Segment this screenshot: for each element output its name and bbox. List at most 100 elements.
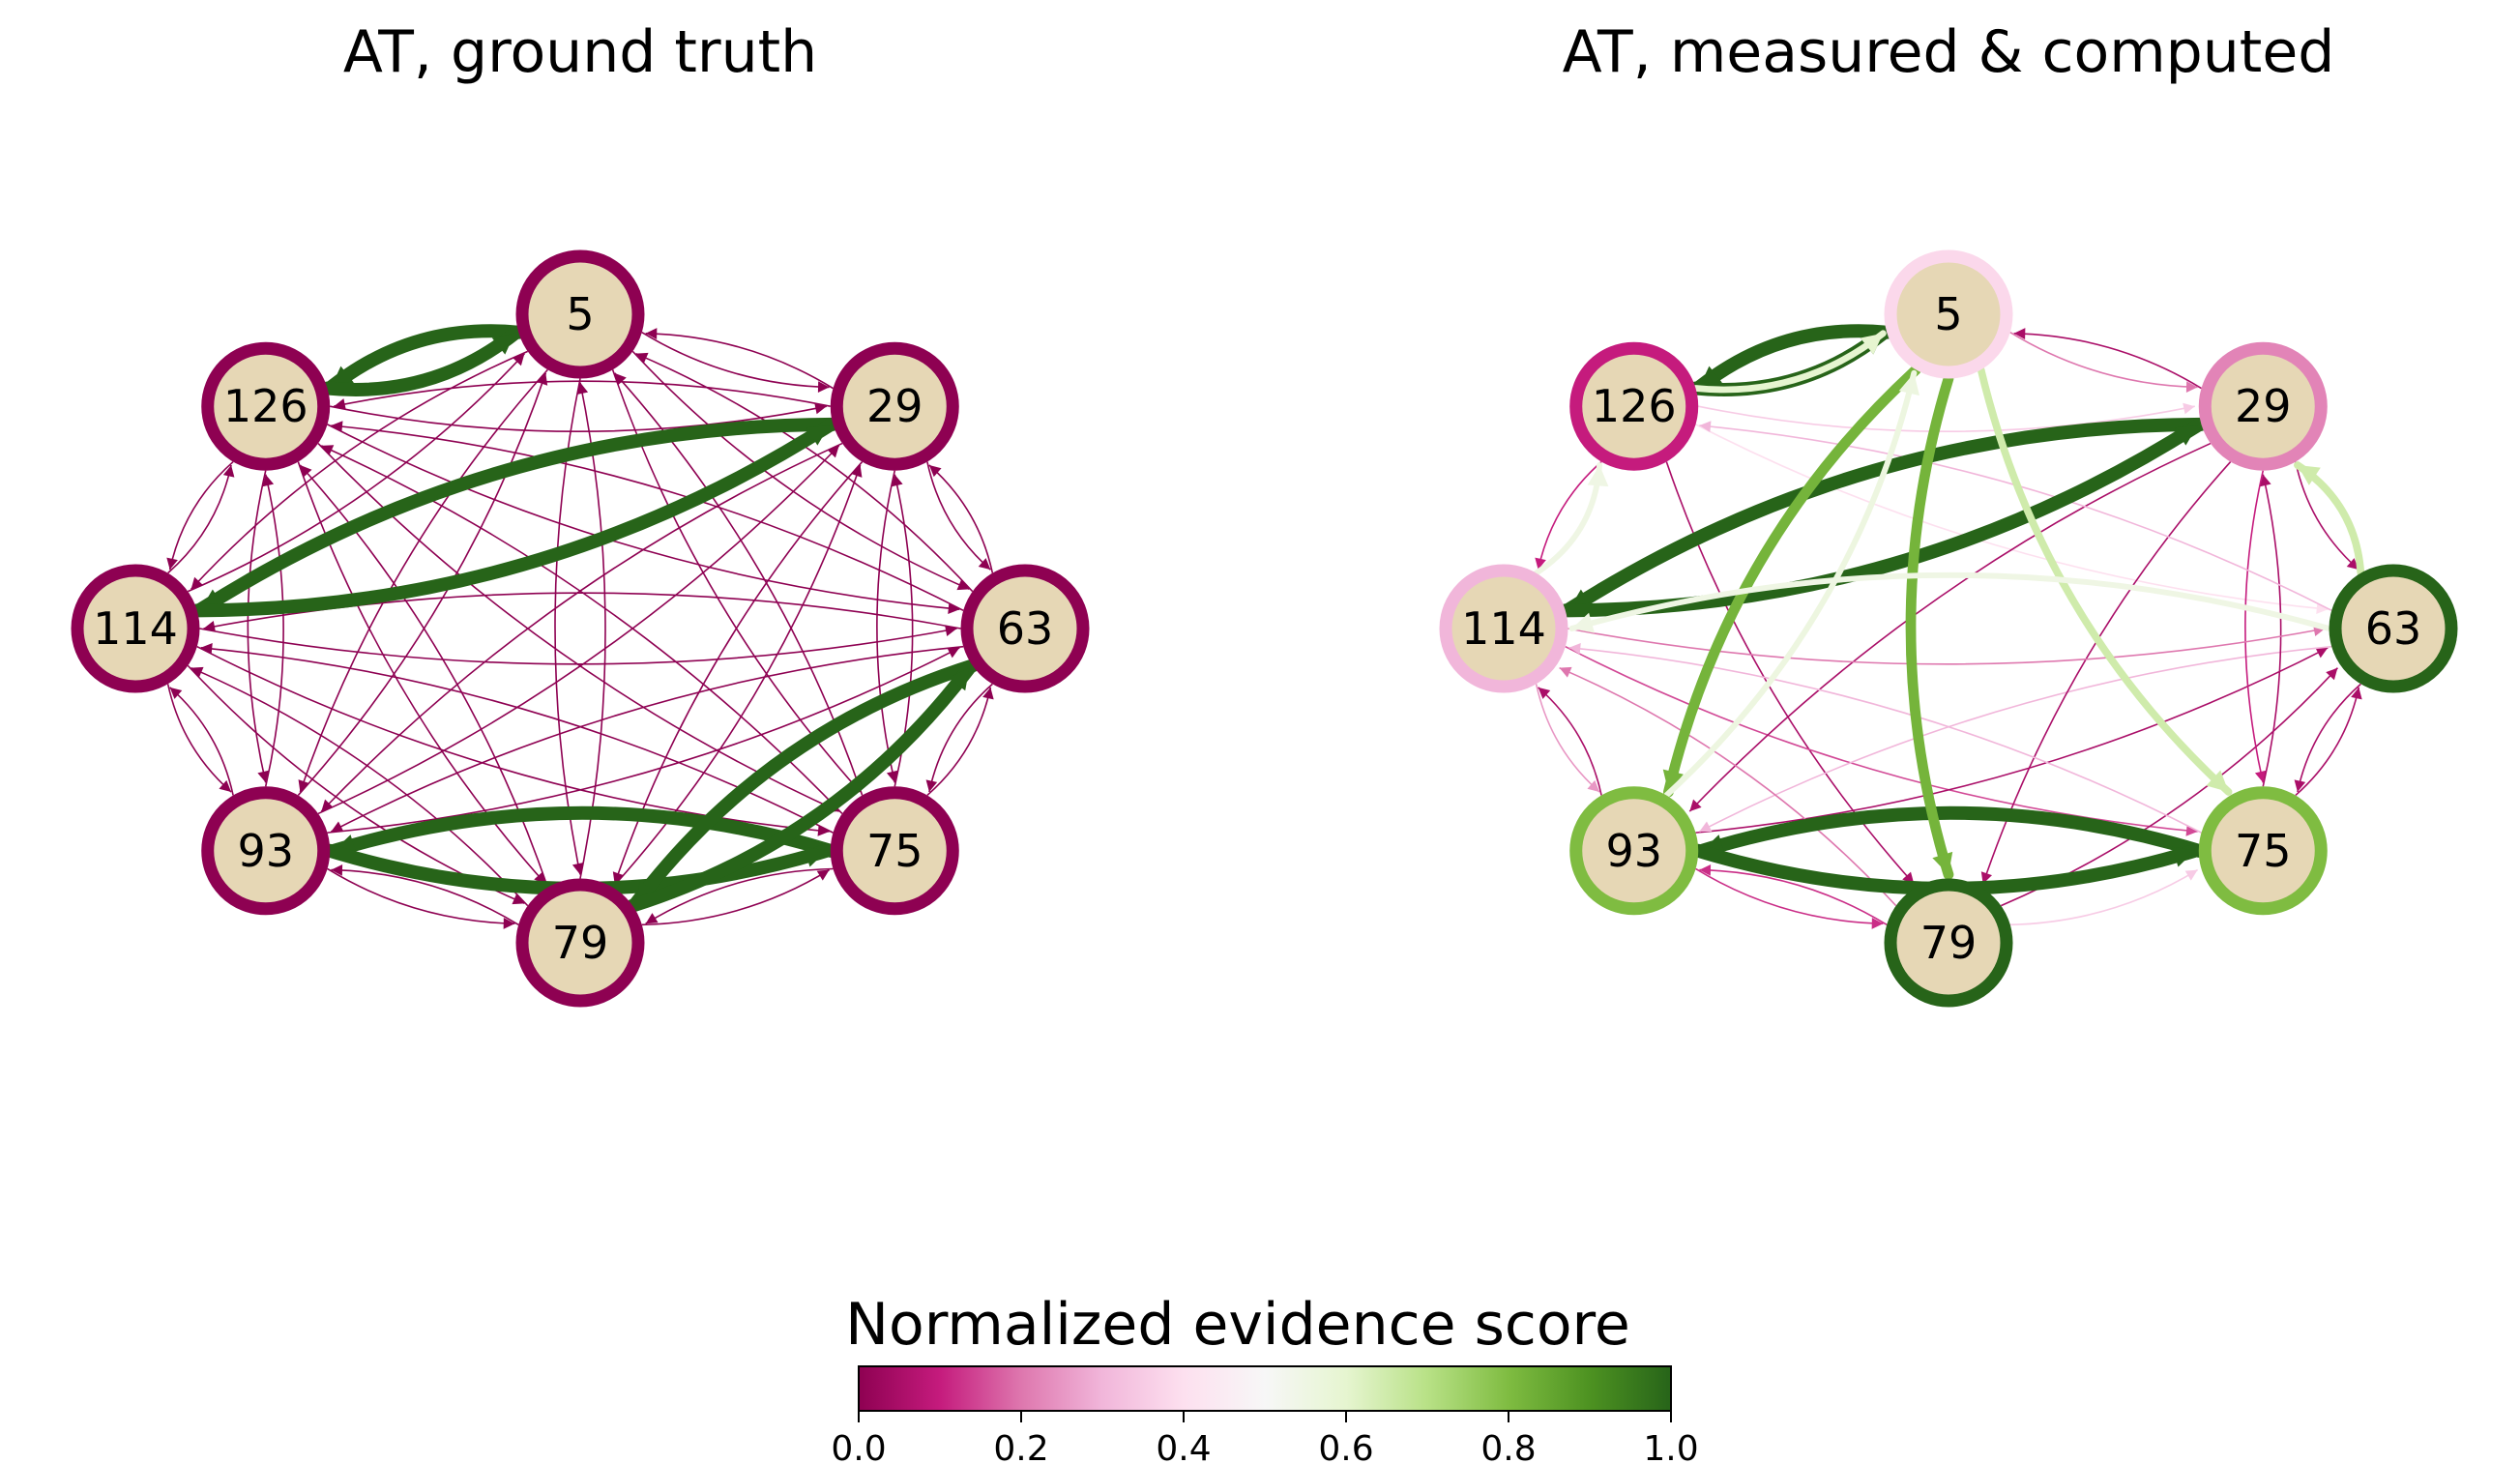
node-circle — [960, 564, 1090, 693]
edge-arrowhead — [2326, 667, 2338, 681]
edge-arrowhead — [827, 445, 839, 458]
strong-edge — [626, 660, 977, 913]
strong-edge — [324, 324, 526, 395]
edge-arrowhead — [2297, 465, 2321, 485]
edge — [327, 867, 515, 924]
edge-arrowhead — [886, 770, 898, 783]
edge-arrowhead — [1587, 465, 1609, 487]
edge — [876, 470, 896, 783]
node-label: 29 — [2235, 380, 2292, 432]
edge-arrowhead — [645, 913, 659, 924]
node-75: 75 — [2198, 786, 2328, 916]
strong-edge — [1663, 364, 1921, 798]
edge-arrowhead — [321, 445, 335, 456]
edge-arrowhead — [298, 779, 309, 792]
node-93: 93 — [1569, 786, 1699, 916]
edge — [196, 645, 830, 833]
edge-arrowhead — [200, 643, 213, 655]
edge — [330, 405, 827, 432]
edge — [1535, 684, 1600, 793]
edge-arrowhead — [892, 474, 903, 487]
edge — [1695, 867, 1884, 924]
edge — [169, 687, 234, 796]
strong-edge — [1695, 805, 2206, 858]
edge-arrowhead — [257, 770, 269, 783]
colorbar-ticks: 0.0 0.2 0.4 0.6 0.8 1.0 — [831, 1411, 1699, 1464]
edge — [928, 683, 993, 793]
edge-arrowhead — [817, 825, 830, 836]
edge-arrowhead — [2185, 825, 2198, 836]
node-79: 79 — [1884, 878, 2013, 1008]
edge — [635, 352, 974, 593]
edge — [297, 461, 546, 885]
edge — [190, 350, 529, 590]
edge-arrowhead — [512, 893, 525, 905]
edge-arrowhead — [1860, 333, 1884, 355]
edge-arrowhead — [331, 421, 343, 432]
node-circle — [201, 786, 331, 916]
edge-arrowhead — [945, 625, 957, 636]
node-63: 63 — [960, 564, 1090, 693]
edge-arrowhead — [1568, 643, 1581, 655]
edge — [1568, 647, 2202, 834]
node-label: 93 — [237, 825, 294, 877]
strong-edge — [1905, 373, 1954, 880]
edge — [331, 868, 519, 926]
colorbar: Normalized evidence score 0.0 0.2 0.4 0.6 0.… — [831, 1291, 1698, 1464]
edge — [299, 464, 549, 888]
node-circle — [2198, 786, 2328, 916]
edge-arrowhead — [948, 667, 970, 691]
edge-arrowhead — [169, 687, 183, 699]
edge-arrowhead — [1662, 769, 1684, 792]
node-label: 29 — [866, 380, 923, 432]
edge-arrowhead — [1871, 918, 1884, 929]
edge-arrowhead — [2206, 770, 2229, 792]
edge-arrowhead — [331, 864, 343, 876]
edge-arrowhead — [2184, 869, 2198, 881]
edge-arrowhead — [513, 353, 525, 366]
edge-arrowhead — [503, 918, 515, 929]
edge-arrowhead — [635, 352, 649, 364]
strong-edge — [190, 418, 836, 618]
edge-arrowhead — [219, 779, 232, 792]
edge-arrowhead — [2013, 328, 2026, 339]
strong-edge — [1692, 324, 1894, 395]
edge-arrowhead — [2316, 602, 2329, 614]
node-126: 126 — [201, 341, 331, 471]
edge — [1565, 645, 2198, 833]
strong-edge — [327, 805, 837, 858]
node-label: 79 — [552, 917, 609, 969]
edge-arrowhead — [1538, 687, 1551, 699]
edge-arrowhead — [262, 474, 275, 487]
node-label: 75 — [866, 825, 923, 877]
edge — [554, 378, 581, 875]
edge-arrowhead — [816, 869, 830, 881]
edge-arrowhead — [571, 862, 584, 875]
edge — [645, 333, 834, 390]
edge-arrowhead — [978, 558, 991, 571]
edge — [167, 464, 232, 574]
edge-arrowhead — [576, 382, 589, 395]
edge — [1688, 442, 2212, 812]
edge-arrowhead — [2174, 425, 2198, 446]
node-label: 63 — [2365, 602, 2422, 655]
edge — [297, 372, 547, 796]
edge — [2009, 331, 2198, 389]
edge — [2244, 470, 2265, 783]
edge — [1568, 628, 2326, 665]
node-circle — [1569, 341, 1699, 471]
colorbar-tick-label: 0.2 — [993, 1429, 1048, 1464]
colorbar-title: Normalized evidence score — [845, 1291, 1630, 1359]
edge — [926, 461, 991, 571]
edge — [247, 470, 267, 783]
node-29: 29 — [830, 341, 959, 471]
edge-arrowhead — [1699, 821, 1713, 833]
edge-arrowhead — [2185, 381, 2198, 394]
edge — [2295, 687, 2360, 797]
colorbar-gradient — [858, 1365, 1672, 1412]
edge — [631, 350, 970, 591]
edge — [190, 666, 529, 907]
edge-arrowhead — [925, 779, 938, 792]
panel-title-measured-computed: AT, measured & computed — [1563, 18, 2335, 86]
measured-computed-panel: AT, measured & computed 5 29 63 75 79 93 114 12… — [1439, 18, 2458, 1008]
